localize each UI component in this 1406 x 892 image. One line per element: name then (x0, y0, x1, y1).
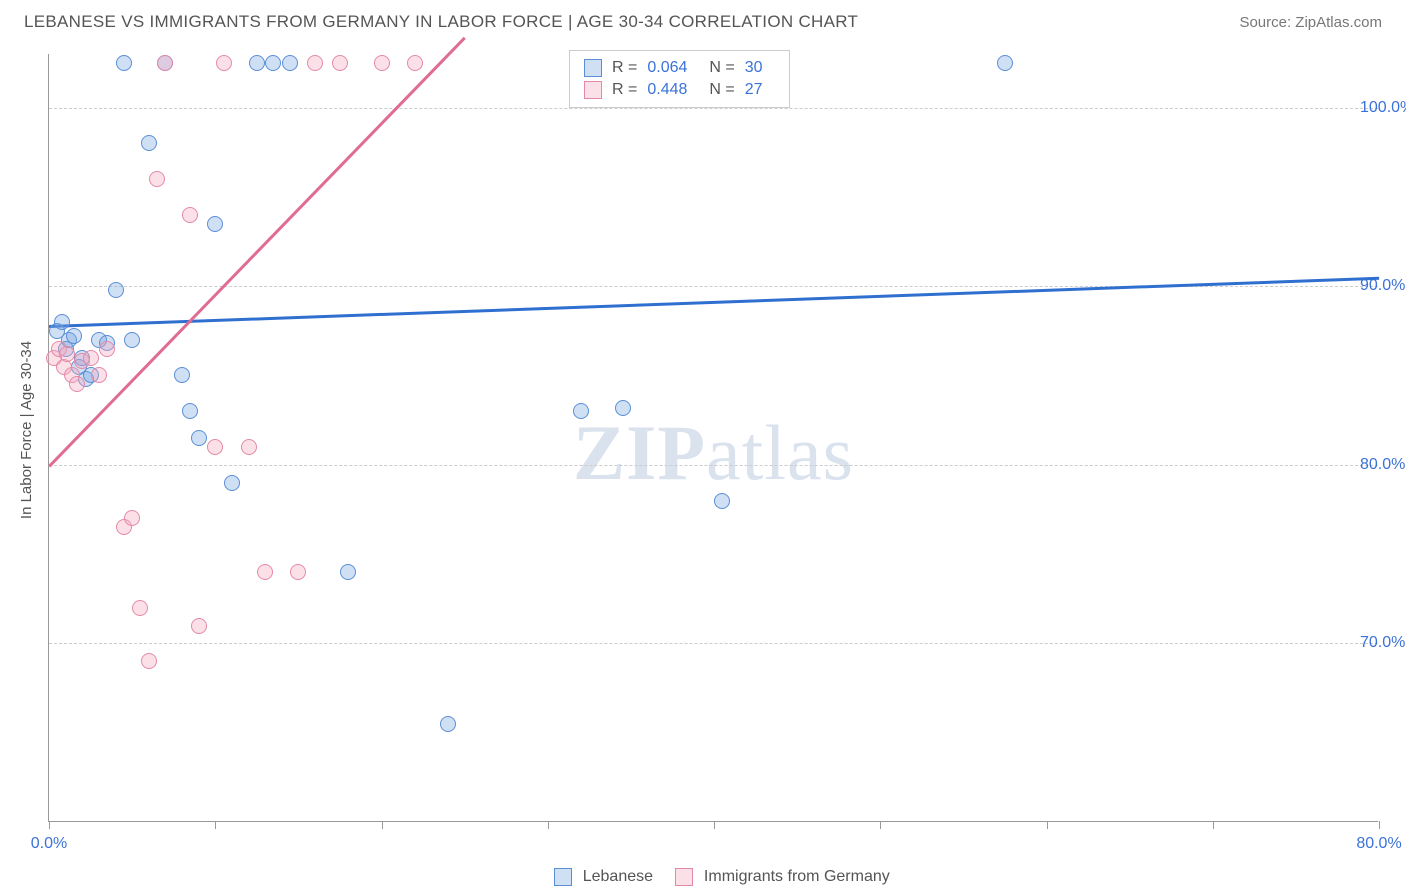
scatter-point (265, 55, 281, 71)
scatter-point (191, 430, 207, 446)
scatter-point (332, 55, 348, 71)
x-tick-mark (714, 821, 715, 829)
source-label: Source: ZipAtlas.com (1239, 14, 1382, 31)
y-tick-label: 70.0% (1360, 634, 1406, 652)
scatter-point (282, 55, 298, 71)
scatter-point (191, 618, 207, 634)
scatter-point (141, 653, 157, 669)
gridline (49, 465, 1378, 466)
scatter-point (124, 510, 140, 526)
scatter-point (207, 439, 223, 455)
stats-row-germany: R = 0.448 N = 27 (584, 79, 775, 101)
x-tick-label: 0.0% (31, 835, 67, 853)
scatter-point (174, 367, 190, 383)
x-tick-mark (880, 821, 881, 829)
swatch-icon (584, 59, 602, 77)
legend-label-lebanese: Lebanese (583, 868, 653, 885)
swatch-icon (584, 81, 602, 99)
scatter-point (116, 55, 132, 71)
y-tick-label: 90.0% (1360, 277, 1406, 295)
scatter-point (124, 332, 140, 348)
scatter-point (66, 328, 82, 344)
scatter-point (714, 493, 730, 509)
watermark: ZIPatlas (573, 408, 854, 498)
scatter-point (615, 400, 631, 416)
scatter-point (216, 55, 232, 71)
scatter-point (307, 55, 323, 71)
x-tick-label: 80.0% (1356, 835, 1401, 853)
scatter-point (83, 350, 99, 366)
scatter-point (407, 55, 423, 71)
x-tick-mark (49, 821, 50, 829)
scatter-point (157, 55, 173, 71)
scatter-point (249, 55, 265, 71)
scatter-point (224, 475, 240, 491)
scatter-point (374, 55, 390, 71)
x-tick-mark (1379, 821, 1380, 829)
trend-line (48, 37, 465, 467)
y-axis-label: In Labor Force | Age 30-34 (18, 341, 35, 519)
scatter-point (182, 207, 198, 223)
scatter-point (141, 135, 157, 151)
scatter-point (257, 564, 273, 580)
x-tick-mark (215, 821, 216, 829)
bottom-legend: Lebanese Immigrants from Germany (48, 868, 1378, 886)
scatter-point (290, 564, 306, 580)
scatter-point (59, 346, 75, 362)
trend-line (49, 277, 1379, 328)
y-tick-label: 100.0% (1360, 99, 1406, 117)
x-tick-mark (382, 821, 383, 829)
x-tick-mark (1213, 821, 1214, 829)
scatter-point (207, 216, 223, 232)
scatter-point (69, 376, 85, 392)
swatch-icon (675, 868, 693, 886)
scatter-point (99, 341, 115, 357)
legend-label-germany: Immigrants from Germany (704, 868, 890, 885)
scatter-point (241, 439, 257, 455)
scatter-point (340, 564, 356, 580)
scatter-point (440, 716, 456, 732)
scatter-point (149, 171, 165, 187)
chart-plot-area: ZIPatlas R = 0.064 N = 30 R = 0.448 N = … (48, 54, 1378, 822)
stats-row-lebanese: R = 0.064 N = 30 (584, 57, 775, 79)
scatter-point (997, 55, 1013, 71)
scatter-point (182, 403, 198, 419)
scatter-point (132, 600, 148, 616)
scatter-point (54, 314, 70, 330)
x-tick-mark (1047, 821, 1048, 829)
chart-title: LEBANESE VS IMMIGRANTS FROM GERMANY IN L… (24, 12, 858, 32)
stats-legend-box: R = 0.064 N = 30 R = 0.448 N = 27 (569, 50, 790, 108)
y-tick-label: 80.0% (1360, 456, 1406, 474)
swatch-icon (554, 868, 572, 886)
gridline (49, 643, 1378, 644)
scatter-point (573, 403, 589, 419)
scatter-point (108, 282, 124, 298)
gridline (49, 108, 1378, 109)
x-tick-mark (548, 821, 549, 829)
scatter-point (91, 367, 107, 383)
